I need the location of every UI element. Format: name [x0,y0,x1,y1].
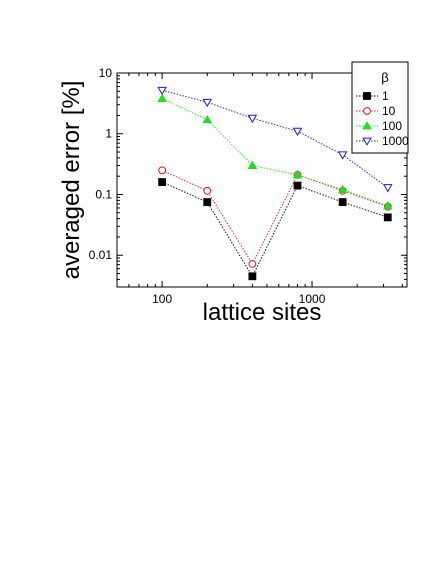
data-point-1000 [292,127,303,137]
legend-label-10: 10 [382,104,396,118]
data-point-100 [292,170,303,179]
legend-label-1000: 1000 [382,134,409,148]
series-line-1000 [162,89,389,188]
legend-marker-10 [363,107,371,115]
y-tick-label: 1 [105,127,112,141]
series-layer [157,86,393,281]
data-point-1000 [157,86,167,96]
data-point-1 [293,181,302,190]
data-point-1 [158,178,167,186]
data-point-1000 [247,114,258,124]
x-axis-title: lattice sites [203,299,322,326]
legend-title: β [381,70,388,85]
legend-label-1: 1 [382,89,389,103]
legend-label-100: 100 [382,119,402,133]
data-point-10 [203,186,212,195]
data-point-1 [203,198,212,206]
y-tick-label: 0.1 [95,187,112,201]
data-point-100 [382,200,393,210]
series-line-10 [161,169,388,265]
data-point-100 [247,160,258,169]
data-point-1 [383,213,392,222]
data-point-100 [337,184,348,194]
legend-marker-1000 [362,137,372,146]
data-point-10 [158,166,167,175]
data-point-100 [202,114,213,124]
data-point-100 [157,93,167,102]
data-point-1000 [202,98,213,108]
y-tick-label: 0.01 [89,248,113,262]
x-tick-label: 1000 [299,292,326,306]
data-point-1 [338,198,347,206]
data-point-1000 [382,184,393,193]
legend-marker-100 [362,121,372,130]
y-axis-title: averaged error [%] [58,81,85,280]
data-point-1000 [337,151,348,160]
x-tick-label: 100 [152,292,172,306]
data-point-1 [248,272,257,281]
series-line-1 [161,181,388,278]
data-point-10 [248,260,257,268]
plot-frame [116,72,408,288]
y-tick-label: 10 [99,66,113,80]
legend-box [351,61,409,154]
legend-marker-1 [363,92,371,100]
